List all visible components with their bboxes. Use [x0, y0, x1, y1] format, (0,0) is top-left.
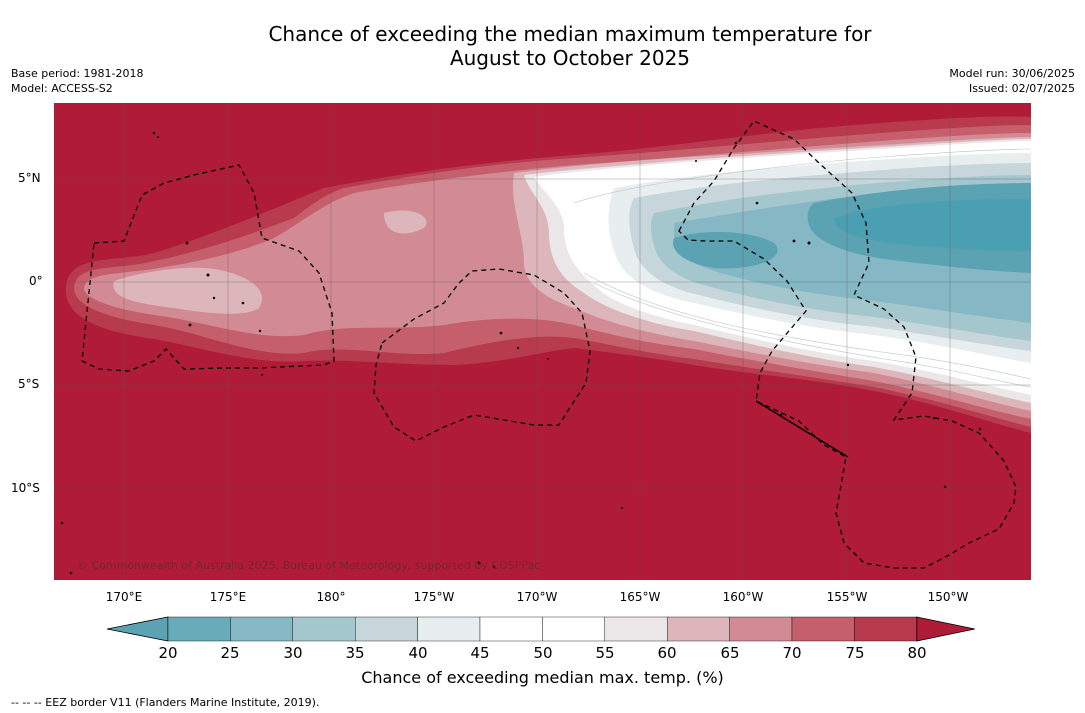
cb-tick-35: 35 [345, 644, 365, 662]
colorbar-segment [354, 616, 418, 642]
cb-tick-80: 80 [907, 644, 927, 662]
eez-borders [81, 120, 1017, 569]
probability-map [54, 103, 1031, 580]
lon-tick-180: 180° [316, 590, 346, 604]
colorbar-segment [167, 616, 231, 642]
map-title: Chance of exceeding the median maximum t… [0, 22, 1085, 70]
lon-tick-155w: 155°W [826, 590, 868, 604]
colorbar-segment [791, 616, 855, 642]
colorbar-segment [667, 616, 730, 642]
islands [60, 131, 982, 575]
lon-tick-170w: 170°W [516, 590, 558, 604]
colorbar-segment [604, 616, 668, 642]
colorbar-segment [417, 616, 481, 642]
lon-tick-175w: 175°W [413, 590, 455, 604]
colorbar-segment [230, 616, 294, 642]
lon-tick-170e: 170°E [105, 590, 143, 604]
colorbar-extend-high [916, 616, 975, 642]
eez-legend-note: -- -- -- EEZ border V11 (Flanders Marine… [11, 696, 320, 709]
cb-tick-55: 55 [595, 644, 615, 662]
cb-tick-75: 75 [845, 644, 865, 662]
title-line-1: Chance of exceeding the median maximum t… [268, 22, 872, 46]
cb-tick-60: 60 [657, 644, 677, 662]
colorbar-segment [479, 616, 543, 642]
colorbar-segment [729, 616, 793, 642]
base-period: Base period: 1981-2018 [11, 67, 144, 80]
lon-tick-175e: 175°E [209, 590, 247, 604]
lon-tick-150w: 150°W [927, 590, 969, 604]
cb-tick-25: 25 [220, 644, 240, 662]
contour-lines [573, 148, 1031, 388]
lat-tick-5s: 5°S [18, 377, 40, 391]
cb-tick-20: 20 [158, 644, 178, 662]
cb-tick-50: 50 [533, 644, 553, 662]
eez-border-tuvalu [81, 164, 335, 372]
colorbar-segment [542, 616, 605, 642]
eez-solid-segment [755, 400, 849, 458]
model-run: Model run: 30/06/2025 [949, 67, 1075, 80]
issued-date: Issued: 02/07/2025 [968, 82, 1075, 95]
eez-border-kiribati [678, 120, 1017, 569]
colorbar-label: Chance of exceeding median max. temp. (%… [361, 668, 724, 687]
model-name: Model: ACCESS-S2 [11, 82, 113, 95]
meta-left: Base period: 1981-2018 Model: ACCESS-S2 [11, 66, 143, 96]
colorbar-extend-low [106, 616, 169, 642]
cb-tick-70: 70 [782, 644, 802, 662]
cb-tick-40: 40 [408, 644, 428, 662]
cb-tick-65: 65 [720, 644, 740, 662]
meta-right: Model run: 30/06/2025 Issued: 02/07/2025 [949, 66, 1075, 96]
lat-tick-0: 0° [29, 274, 43, 288]
lon-tick-160w: 160°W [722, 590, 764, 604]
title-line-2: August to October 2025 [449, 46, 691, 70]
gridlines [54, 103, 1031, 580]
cb-tick-45: 45 [470, 644, 490, 662]
lat-tick-5n: 5°N [18, 171, 41, 185]
colorbar-segment [854, 616, 918, 642]
cb-tick-30: 30 [283, 644, 303, 662]
colorbar [106, 616, 975, 642]
copyright-notice: © Commonwealth of Australia 2025, Bureau… [77, 559, 541, 572]
colorbar-segment [292, 616, 356, 642]
contour-15 [834, 199, 1031, 251]
lon-tick-165w: 165°W [619, 590, 661, 604]
lat-tick-10s: 10°S [11, 481, 40, 495]
